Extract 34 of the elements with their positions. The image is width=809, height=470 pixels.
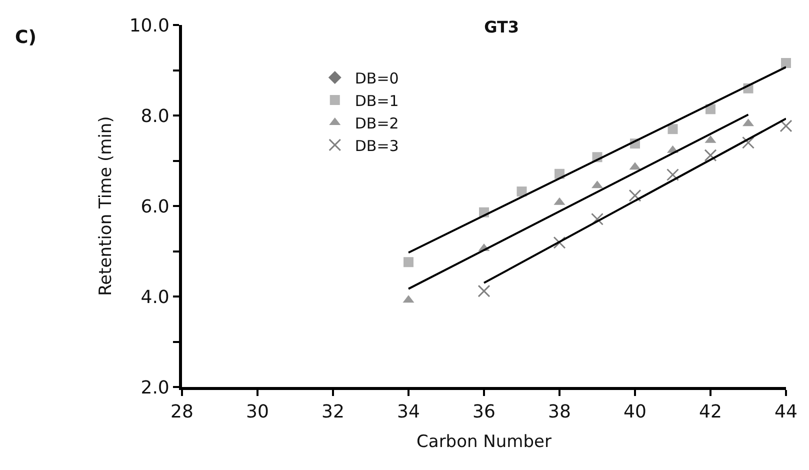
point (591, 212, 604, 226)
point (781, 58, 791, 68)
point (553, 236, 566, 249)
legend-label: DB=2 (354, 114, 399, 132)
point (742, 136, 754, 149)
y-axis-title: Retention Time (min) (96, 116, 116, 296)
x-tick-label: 32 (322, 402, 344, 423)
x-tick-label: 30 (246, 402, 269, 423)
y-tick-label: 6.0 (140, 196, 170, 218)
x-tick-label: 42 (699, 402, 722, 423)
point (628, 189, 642, 202)
y-tick-label: 4.0 (140, 286, 170, 308)
chart-title: GT3 (484, 17, 520, 36)
x-axis-title: Carbon Number (416, 432, 552, 452)
y-tick-label: 10.0 (129, 15, 170, 36)
text: C) (15, 27, 36, 48)
y-tick-label: 2.0 (140, 377, 170, 398)
point (668, 124, 678, 134)
point (404, 257, 414, 268)
x-tick-label: 34 (397, 402, 420, 423)
point (780, 120, 792, 132)
y-tick-label: 8.0 (140, 106, 170, 127)
x-tick-label: 28 (170, 402, 194, 423)
point (516, 186, 527, 197)
x-tick-label: 38 (548, 402, 571, 423)
point (666, 168, 679, 182)
point (478, 284, 490, 298)
x-tick-label: 44 (774, 402, 798, 423)
point (704, 149, 717, 162)
legend-label: DB=3 (354, 136, 399, 155)
x-tick-label: 36 (472, 402, 496, 423)
legend-label: DB=0 (354, 69, 399, 88)
legend-label: DB=1 (354, 92, 399, 110)
x-tick-label: 40 (624, 402, 646, 423)
